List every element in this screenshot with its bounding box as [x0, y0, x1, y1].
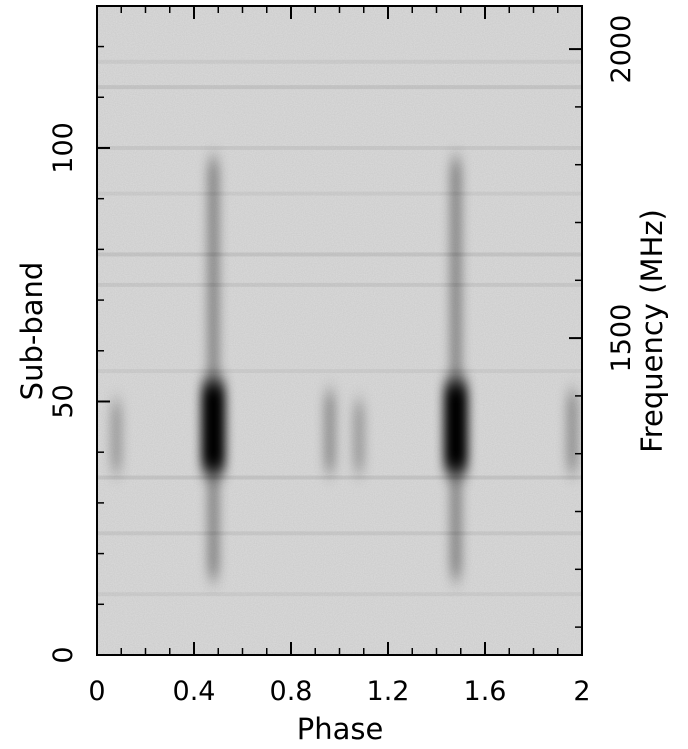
y2-tick-label: 1500 — [606, 304, 637, 373]
pulse-feature — [207, 158, 220, 579]
x-tick-label: 1.2 — [367, 676, 410, 707]
x-tick-label: 1.6 — [464, 676, 507, 707]
y-tick-label: 0 — [48, 646, 79, 663]
pulse-feature — [449, 158, 462, 579]
pulse-feature — [110, 401, 123, 473]
x-tick-label: 0 — [88, 676, 105, 707]
x-axis: 0 0.4 0.8 1.2 1.6 2 — [88, 6, 591, 707]
pulse-feature — [566, 391, 579, 473]
y2-axis-title: Frequency (MHz) — [635, 209, 669, 453]
pulse-features — [110, 158, 579, 579]
y2-axis: 1500 2000 — [569, 15, 637, 628]
plot-area — [97, 6, 582, 655]
x-tick-label: 2 — [573, 676, 590, 707]
x-tick-label: 0.8 — [270, 676, 313, 707]
noise-texture — [97, 6, 582, 655]
y-axis-title: Sub-band — [15, 262, 49, 401]
x-axis-title: Phase — [297, 712, 384, 746]
pulse-feature — [352, 401, 365, 473]
y2-tick-label: 2000 — [606, 15, 637, 84]
y-axis: 0 50 100 — [48, 45, 110, 664]
pulse-feature — [323, 391, 336, 473]
y-tick-label: 50 — [48, 384, 79, 418]
y-tick-label: 100 — [48, 122, 79, 174]
x-tick-label: 0.4 — [173, 676, 216, 707]
